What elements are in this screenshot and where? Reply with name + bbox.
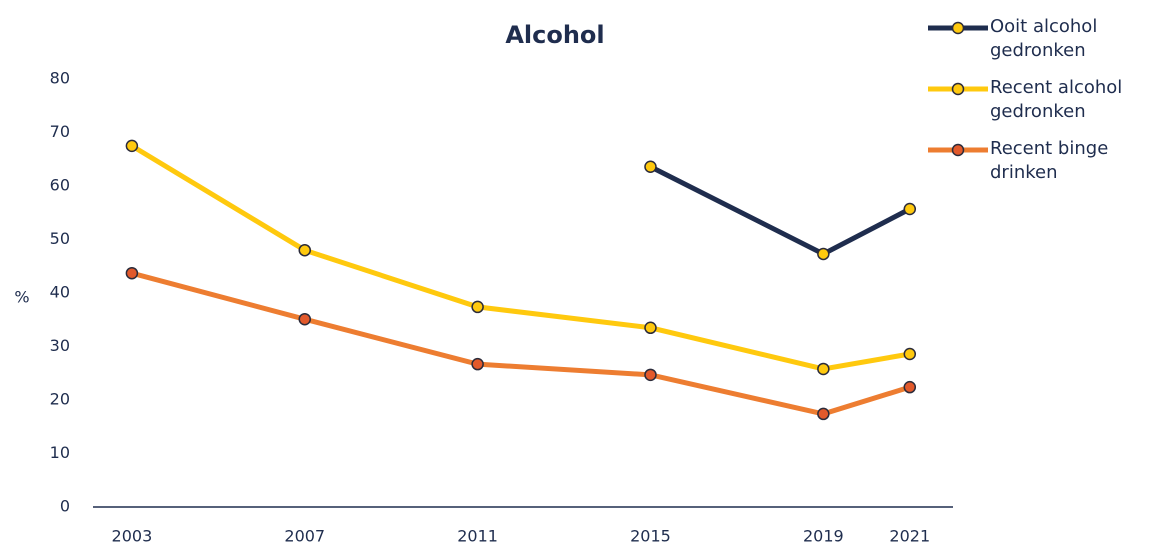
y-tick-label: 60 — [50, 176, 70, 195]
marker — [644, 368, 657, 382]
chart-title: Alcohol — [505, 21, 604, 49]
x-tick-label: 2019 — [803, 527, 844, 546]
y-tick-label: 0 — [60, 497, 70, 516]
legend-marker — [951, 21, 965, 35]
legend-label: Recent alcohol gedronken — [990, 77, 1123, 122]
legend-label: Ooit alcohol gedronken — [990, 16, 1098, 61]
marker — [817, 407, 830, 421]
marker — [903, 380, 917, 394]
marker — [644, 160, 657, 173]
x-tick-label: 2011 — [457, 527, 498, 546]
y-tick-label: 30 — [50, 336, 70, 355]
marker — [471, 357, 484, 371]
marker — [817, 362, 830, 376]
marker — [125, 139, 139, 153]
y-axis-label: % — [14, 288, 29, 307]
y-tick-label: 80 — [50, 69, 70, 88]
series-line — [649, 164, 911, 257]
marker — [644, 321, 657, 335]
y-tick-label: 20 — [50, 390, 70, 409]
marker — [903, 202, 917, 216]
marker — [903, 347, 917, 361]
legend-label: Recent binge drinken — [990, 138, 1109, 183]
marker — [125, 266, 139, 280]
marker — [471, 300, 484, 314]
x-tick-label: 2015 — [630, 527, 671, 546]
series-line — [131, 270, 911, 417]
marker — [298, 312, 312, 326]
series-line — [130, 143, 911, 372]
marker — [298, 243, 312, 257]
x-tick-label: 2003 — [112, 527, 153, 546]
marker — [817, 247, 830, 261]
legend-marker — [951, 143, 965, 157]
x-tick-label: 2021 — [889, 527, 930, 546]
y-tick-label: 10 — [50, 443, 70, 462]
legend-marker — [951, 82, 965, 96]
y-tick-label: 50 — [50, 229, 70, 248]
y-tick-label: 70 — [50, 122, 70, 141]
x-tick-label: 2007 — [284, 527, 325, 546]
y-tick-label: 40 — [50, 283, 70, 302]
